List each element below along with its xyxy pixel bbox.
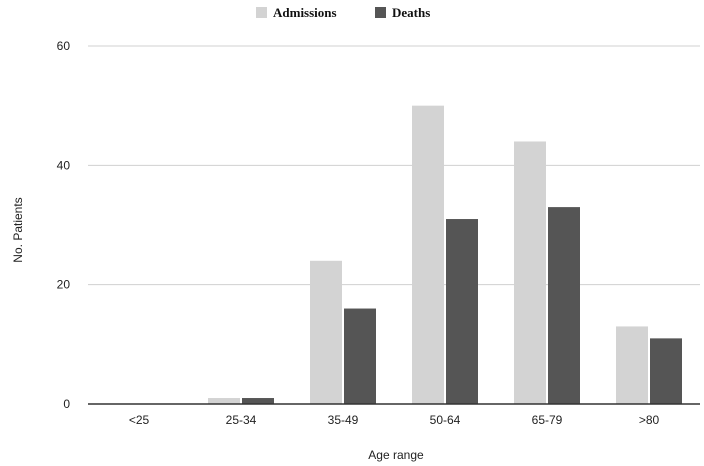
legend-swatch-deaths (375, 7, 386, 18)
bar-admissions-3 (412, 105, 444, 405)
legend-label-deaths: Deaths (392, 5, 430, 20)
x-tick-label: <25 (129, 413, 150, 427)
x-tick-label: 65-79 (532, 413, 563, 427)
x-axis-title: Age range (368, 448, 424, 462)
x-tick-label: >80 (639, 413, 660, 427)
bar-admissions-2 (310, 260, 342, 404)
bar-deaths-1 (242, 398, 274, 404)
bar-admissions-5 (616, 326, 648, 404)
x-tick-label: 35-49 (328, 413, 359, 427)
y-tick-label: 40 (57, 158, 71, 172)
y-tick-label: 0 (63, 397, 70, 411)
y-axis-ticks: 0 20 40 60 (57, 39, 71, 411)
bar-deaths-3 (446, 219, 478, 404)
legend-swatch-admissions (256, 7, 267, 18)
legend: Admissions Deaths (256, 5, 430, 20)
legend-label-admissions: Admissions (273, 5, 337, 20)
x-axis-ticks: <25 25-34 35-49 50-64 65-79 >80 (129, 413, 660, 427)
x-tick-label: 50-64 (430, 413, 461, 427)
bar-deaths-2 (344, 308, 376, 404)
gridlines (88, 45, 700, 286)
y-axis-title: No. Patients (11, 197, 25, 262)
x-tick-label: 25-34 (226, 413, 257, 427)
bar-deaths-4 (548, 207, 580, 404)
bars (208, 105, 682, 405)
y-tick-label: 60 (57, 39, 71, 53)
bar-admissions-1 (208, 398, 240, 404)
bar-deaths-5 (650, 338, 682, 404)
bar-admissions-4 (514, 141, 546, 404)
y-tick-label: 20 (57, 278, 71, 292)
